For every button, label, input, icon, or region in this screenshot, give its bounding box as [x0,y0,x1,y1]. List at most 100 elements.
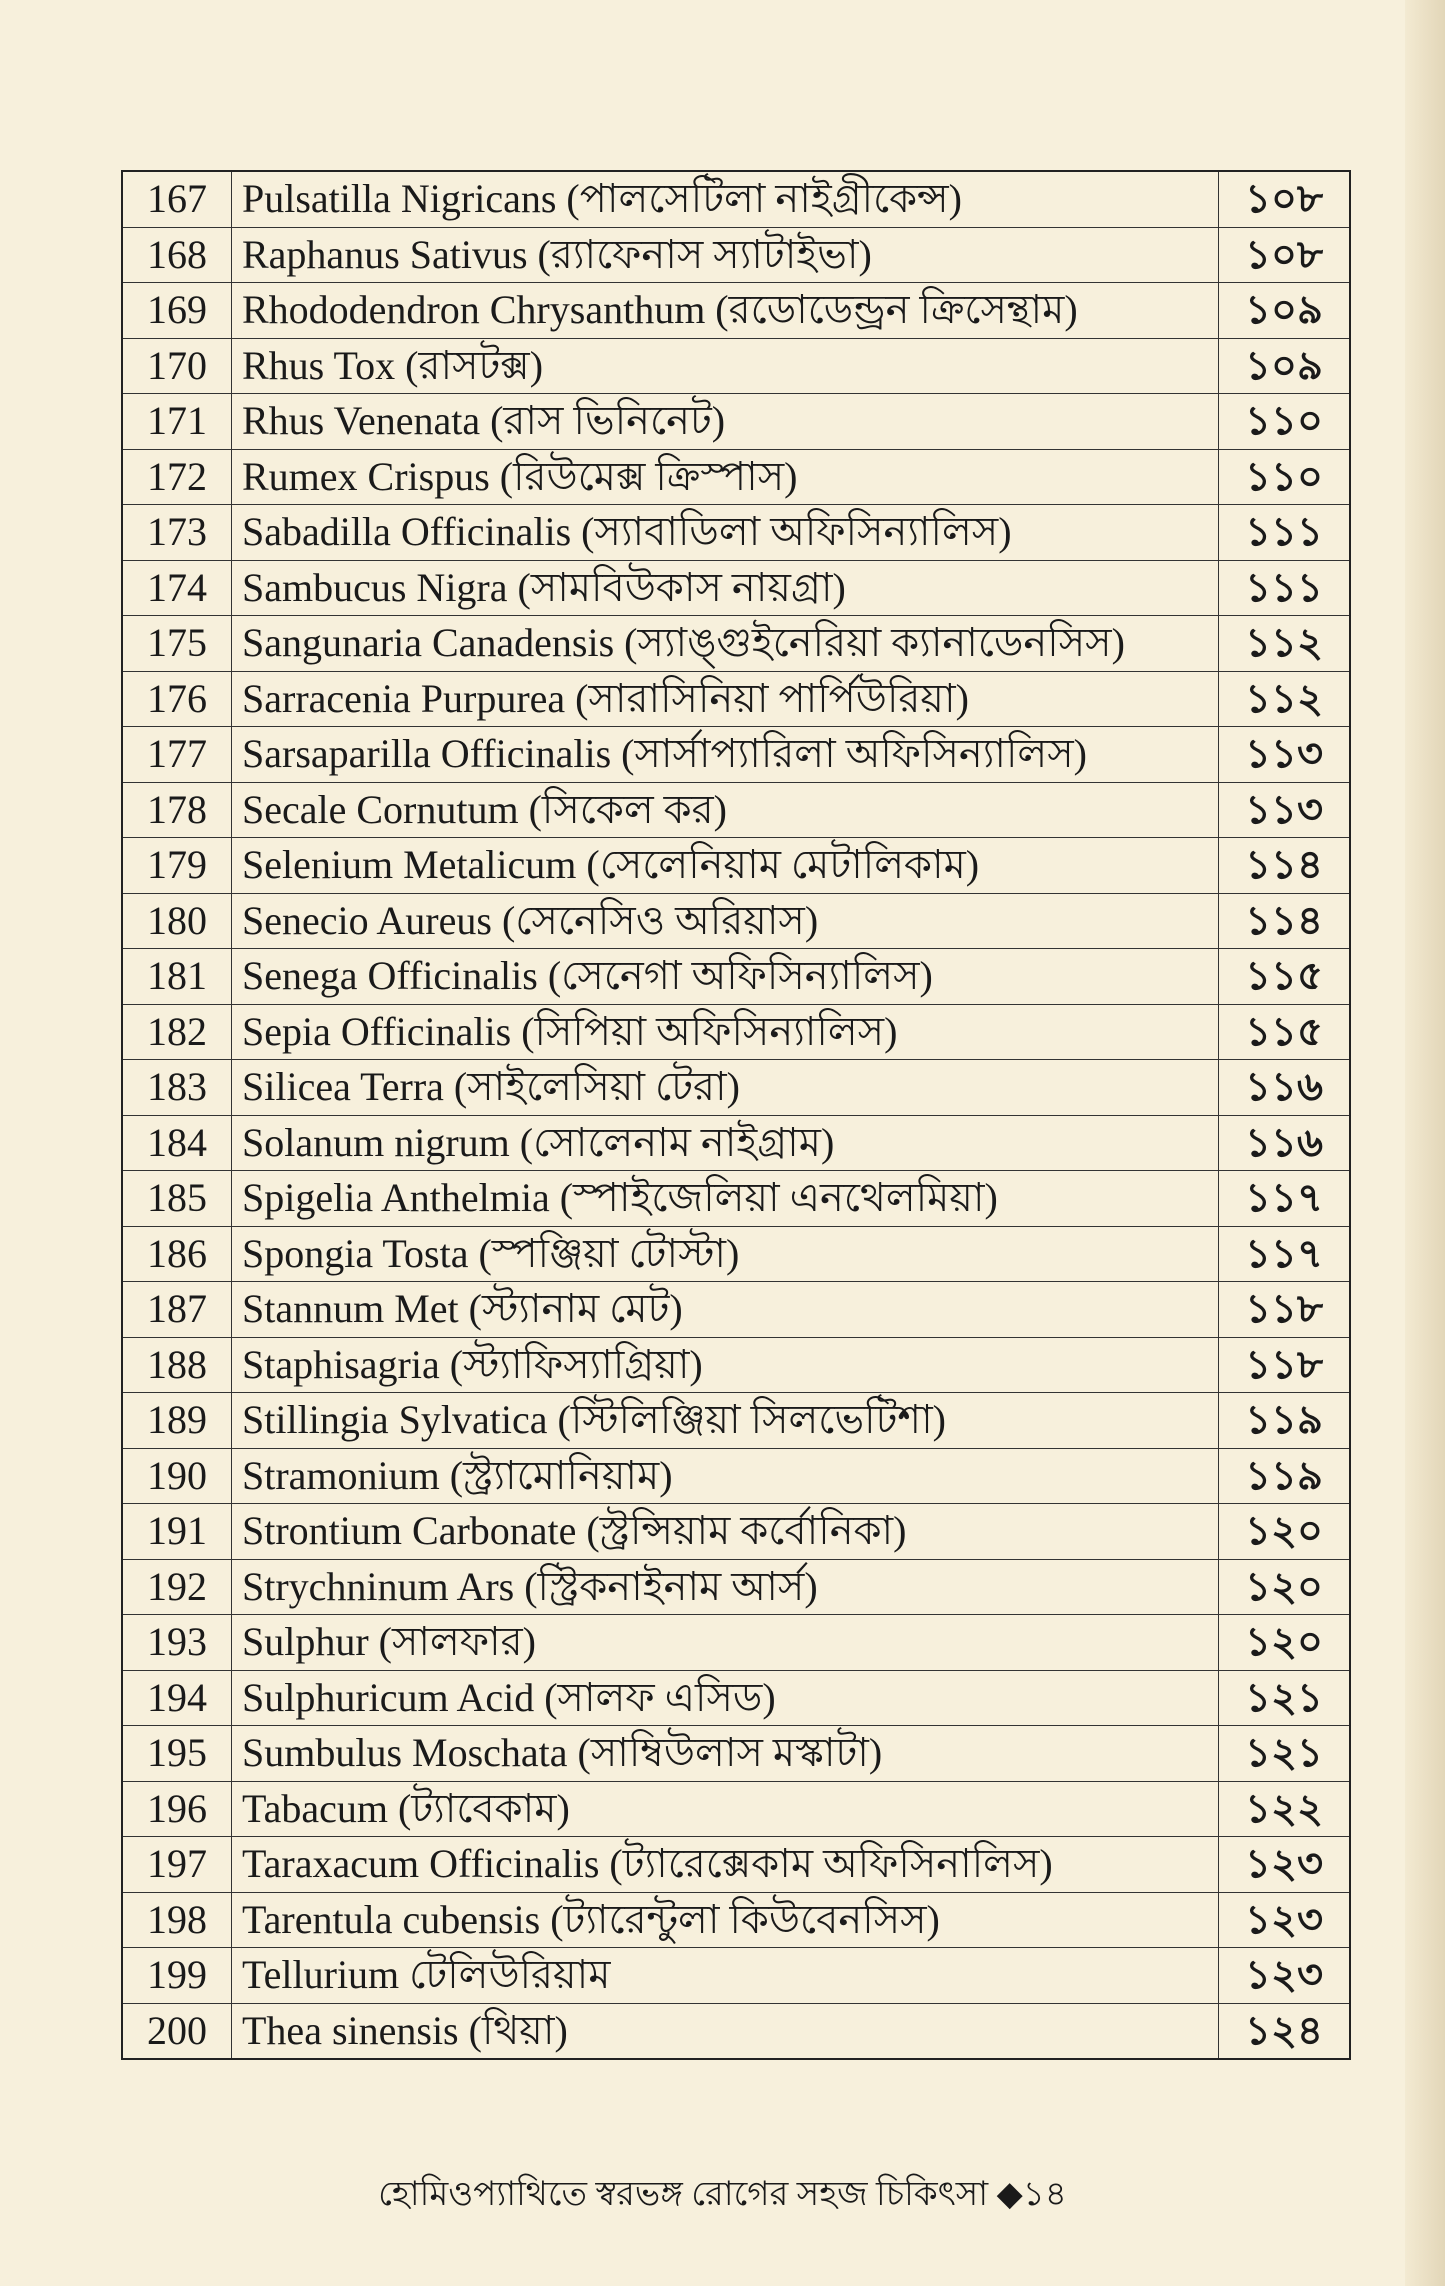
page-number: ১২৩ [1218,1836,1351,1893]
remedy-name: Sulphuricum Acid (সালফ এসিড) [231,1669,1219,1726]
table-row: 196 Tabacum (ট্যাবেকাম) ১২২ [121,1780,1351,1837]
table-row: 169 Rhododendron Chrysanthum (রডোডেন্ড্রন… [121,282,1351,339]
page-number: ১২৩ [1218,1947,1351,2004]
remedy-name: Tellurium টেলিউরিয়াম [231,1947,1219,2004]
page-number: ১১২ [1218,670,1351,727]
page-number: ১১২ [1218,615,1351,672]
remedy-name: Sangunaria Canadensis (স্যাঙ্গুইনেরিয়া … [231,615,1219,672]
remedy-name: Stillingia Sylvatica (স্টিলিঞ্জিয়া সিলভ… [231,1392,1219,1449]
row-number: 187 [121,1281,232,1338]
table-row: 176 Sarracenia Purpurea (সারাসিনিয়া পার্… [121,670,1351,727]
remedy-name: Strychninum Ars (স্ট্রিকনাইনাম আর্স) [231,1558,1219,1615]
page-number: ১১৪ [1218,837,1351,894]
remedy-name: Secale Cornutum (সিকেল কর) [231,781,1219,838]
table-row: 168 Raphanus Sativus (র‍্যাফেনাস স্যাটাইভ… [121,226,1351,283]
table-row: 172 Rumex Crispus (রিউমেক্স ক্রিস্পাস) ১১০ [121,448,1351,505]
table-row: 199 Tellurium টেলিউরিয়াম ১২৩ [121,1947,1351,2004]
table-row: 200 Thea sinensis (থিয়া) ১২৪ [121,2002,1351,2060]
remedy-name: Rhododendron Chrysanthum (রডোডেন্ড্রন ক্… [231,282,1219,339]
page-number: ১২৪ [1218,2002,1351,2060]
page-edge [1405,0,1445,2286]
table-row: 186 Spongia Tosta (স্পঞ্জিয়া টোস্টা) ১১৭ [121,1225,1351,1282]
row-number: 169 [121,282,232,339]
remedy-name: Pulsatilla Nigricans (পালসেটিলা নাইগ্রীক… [231,170,1219,228]
table-row: 174 Sambucus Nigra (সামবিউকাস নায়গ্রা) ১১… [121,559,1351,616]
remedy-name: Stramonium (স্ট্র্যামোনিয়াম) [231,1447,1219,1504]
table-row: 191 Strontium Carbonate (স্ট্রন্সিয়াম কর… [121,1503,1351,1560]
row-number: 191 [121,1503,232,1560]
row-number: 171 [121,393,232,450]
table-row: 178 Secale Cornutum (সিকেল কর) ১১৩ [121,781,1351,838]
page-number: ১১১ [1218,559,1351,616]
page-number: ১০৮ [1218,170,1351,228]
row-number: 197 [121,1836,232,1893]
remedy-name: Sepia Officinalis (সিপিয়া অফিসিন্যালিস) [231,1003,1219,1060]
table-row: 184 Solanum nigrum (সোলেনাম নাইগ্রাম) ১১৬ [121,1114,1351,1171]
page-number: ১২৩ [1218,1891,1351,1948]
row-number: 185 [121,1170,232,1227]
page-number: ১০৯ [1218,337,1351,394]
row-number: 196 [121,1780,232,1837]
remedy-name: Stannum Met (স্ট্যানাম মেট) [231,1281,1219,1338]
row-number: 186 [121,1225,232,1282]
table-row: 197 Taraxacum Officinalis (ট্যারেক্সেকাম … [121,1836,1351,1893]
row-number: 172 [121,448,232,505]
row-number: 200 [121,2002,232,2060]
remedy-name: Spigelia Anthelmia (স্পাইজেলিয়া এনথেলমি… [231,1170,1219,1227]
table-row: 171 Rhus Venenata (রাস ভিনিনেট) ১১০ [121,393,1351,450]
row-number: 192 [121,1558,232,1615]
page-number: ১২২ [1218,1780,1351,1837]
page-number: ১২০ [1218,1558,1351,1615]
remedy-name: Spongia Tosta (স্পঞ্জিয়া টোস্টা) [231,1225,1219,1282]
page-footer: হোমিওপ্যাথিতে স্বরভঙ্গ রোগের সহজ চিকিৎসা… [378,2176,1067,2213]
row-number: 167 [121,170,232,228]
remedy-name: Sarsaparilla Officinalis (সার্সাপ্যারিলা… [231,726,1219,783]
remedy-name: Taraxacum Officinalis (ট্যারেক্সেকাম অফি… [231,1836,1219,1893]
page-number: ১১৪ [1218,892,1351,949]
remedy-name: Sulphur (সালফার) [231,1614,1219,1671]
table-row: 194 Sulphuricum Acid (সালফ এসিড) ১২১ [121,1669,1351,1726]
remedy-index-table: 167 Pulsatilla Nigricans (পালসেটিলা নাইগ্… [121,170,1351,2060]
table-row: 173 Sabadilla Officinalis (স্যাবাডিলা অফি… [121,504,1351,561]
row-number: 183 [121,1059,232,1116]
row-number: 178 [121,781,232,838]
row-number: 199 [121,1947,232,2004]
table-row: 180 Senecio Aureus (সেনেসিও অরিয়াস) ১১৪ [121,892,1351,949]
page-number: ১১৯ [1218,1392,1351,1449]
row-number: 195 [121,1725,232,1782]
remedy-name: Rhus Venenata (রাস ভিনিনেট) [231,393,1219,450]
row-number: 180 [121,892,232,949]
row-number: 193 [121,1614,232,1671]
page-number: ১১৮ [1218,1336,1351,1393]
page-number: ১২০ [1218,1503,1351,1560]
remedy-name: Selenium Metalicum (সেলেনিয়াম মেটালিকাম… [231,837,1219,894]
remedy-name: Silicea Terra (সাইলেসিয়া টেরা) [231,1059,1219,1116]
remedy-name: Tabacum (ট্যাবেকাম) [231,1780,1219,1837]
remedy-name: Senega Officinalis (সেনেগা অফিসিন্যালিস) [231,948,1219,1005]
table-body: 167 Pulsatilla Nigricans (পালসেটিলা নাইগ্… [121,170,1351,2060]
remedy-name: Sarracenia Purpurea (সারাসিনিয়া পার্পিউ… [231,670,1219,727]
page-number: ১১৭ [1218,1225,1351,1282]
table-row: 183 Silicea Terra (সাইলেসিয়া টেরা) ১১৬ [121,1059,1351,1116]
table-row: 182 Sepia Officinalis (সিপিয়া অফিসিন্যাল… [121,1003,1351,1060]
page-number: ১১৬ [1218,1059,1351,1116]
row-number: 173 [121,504,232,561]
page-number: ১০৯ [1218,282,1351,339]
table-row: 167 Pulsatilla Nigricans (পালসেটিলা নাইগ্… [121,170,1351,228]
row-number: 188 [121,1336,232,1393]
page-number: ১১৫ [1218,1003,1351,1060]
row-number: 168 [121,226,232,283]
table-row: 198 Tarentula cubensis (ট্যারেন্টুলা কিউব… [121,1891,1351,1948]
table-row: 190 Stramonium (স্ট্র্যামোনিয়াম) ১১৯ [121,1447,1351,1504]
page-number: ১১৫ [1218,948,1351,1005]
table-row: 189 Stillingia Sylvatica (স্টিলিঞ্জিয়া স… [121,1392,1351,1449]
table-row: 175 Sangunaria Canadensis (স্যাঙ্গুইনেরিয… [121,615,1351,672]
row-number: 179 [121,837,232,894]
remedy-name: Sambucus Nigra (সামবিউকাস নায়গ্রা) [231,559,1219,616]
remedy-name: Thea sinensis (থিয়া) [231,2002,1219,2060]
remedy-name: Rumex Crispus (রিউমেক্স ক্রিস্পাস) [231,448,1219,505]
row-number: 175 [121,615,232,672]
page-number: ১১০ [1218,393,1351,450]
row-number: 198 [121,1891,232,1948]
table-row: 187 Stannum Met (স্ট্যানাম মেট) ১১৮ [121,1281,1351,1338]
